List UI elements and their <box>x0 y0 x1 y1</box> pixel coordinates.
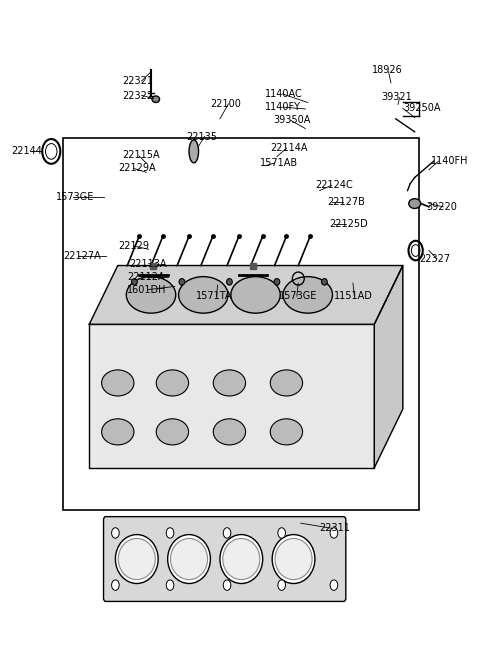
Ellipse shape <box>231 276 280 313</box>
Ellipse shape <box>274 278 280 285</box>
Ellipse shape <box>223 538 260 580</box>
Ellipse shape <box>168 534 210 584</box>
Text: 22129A: 22129A <box>118 162 156 173</box>
Text: 39321: 39321 <box>382 92 412 102</box>
Ellipse shape <box>170 538 207 580</box>
Text: 39250A: 39250A <box>403 103 440 113</box>
Text: 22322: 22322 <box>122 91 154 101</box>
Text: 22321: 22321 <box>122 76 154 86</box>
Ellipse shape <box>118 538 156 580</box>
Ellipse shape <box>132 278 137 285</box>
Text: 22127B: 22127B <box>327 196 365 206</box>
Ellipse shape <box>179 276 228 313</box>
Ellipse shape <box>115 534 158 584</box>
Ellipse shape <box>322 278 327 285</box>
Text: 22327: 22327 <box>420 254 451 264</box>
Text: 1601DH: 1601DH <box>127 285 167 295</box>
Text: 1140FH: 1140FH <box>432 156 469 166</box>
FancyBboxPatch shape <box>104 517 346 601</box>
Ellipse shape <box>283 276 333 313</box>
Text: 1571AB: 1571AB <box>260 158 299 168</box>
Ellipse shape <box>166 580 174 590</box>
Ellipse shape <box>275 538 312 580</box>
Ellipse shape <box>227 278 232 285</box>
Ellipse shape <box>102 370 134 396</box>
Text: 22144: 22144 <box>11 147 42 157</box>
Ellipse shape <box>126 276 176 313</box>
Text: 22114A: 22114A <box>270 143 307 153</box>
Ellipse shape <box>213 419 246 445</box>
Text: 22112A: 22112A <box>127 272 165 282</box>
Text: 1573GE: 1573GE <box>56 192 95 202</box>
Text: 39220: 39220 <box>427 202 457 212</box>
Polygon shape <box>374 265 403 468</box>
Ellipse shape <box>272 534 315 584</box>
Text: 22311: 22311 <box>320 523 350 533</box>
Ellipse shape <box>220 534 263 584</box>
Text: 1571TA: 1571TA <box>196 291 233 301</box>
Bar <box>89 324 374 468</box>
Bar <box>63 138 420 510</box>
Ellipse shape <box>189 140 199 163</box>
Ellipse shape <box>223 528 231 538</box>
Ellipse shape <box>270 370 302 396</box>
Text: 39350A: 39350A <box>274 115 311 125</box>
Text: 22113A: 22113A <box>130 259 167 269</box>
Ellipse shape <box>112 528 119 538</box>
Ellipse shape <box>152 96 159 102</box>
Ellipse shape <box>112 580 119 590</box>
Text: 1151AD: 1151AD <box>334 291 373 301</box>
Text: 22127A: 22127A <box>63 251 101 261</box>
Ellipse shape <box>330 528 338 538</box>
Ellipse shape <box>223 580 231 590</box>
Ellipse shape <box>409 198 420 208</box>
Text: 18926: 18926 <box>372 65 403 75</box>
Ellipse shape <box>156 370 189 396</box>
Ellipse shape <box>166 528 174 538</box>
Text: 22129: 22129 <box>118 241 149 251</box>
Text: 1573GE: 1573GE <box>279 291 318 301</box>
Ellipse shape <box>156 419 189 445</box>
Text: 22100: 22100 <box>210 99 241 109</box>
Ellipse shape <box>278 528 286 538</box>
Ellipse shape <box>278 580 286 590</box>
Text: 1140FY: 1140FY <box>265 102 301 112</box>
Text: 22124C: 22124C <box>315 180 353 191</box>
Polygon shape <box>89 265 403 324</box>
Ellipse shape <box>270 419 302 445</box>
Text: 1140AC: 1140AC <box>265 89 303 99</box>
Text: 22115A: 22115A <box>122 149 160 160</box>
Ellipse shape <box>330 580 338 590</box>
Text: 22135: 22135 <box>187 132 217 142</box>
Ellipse shape <box>102 419 134 445</box>
Text: 22125D: 22125D <box>329 219 368 229</box>
Ellipse shape <box>179 278 185 285</box>
Ellipse shape <box>213 370 246 396</box>
